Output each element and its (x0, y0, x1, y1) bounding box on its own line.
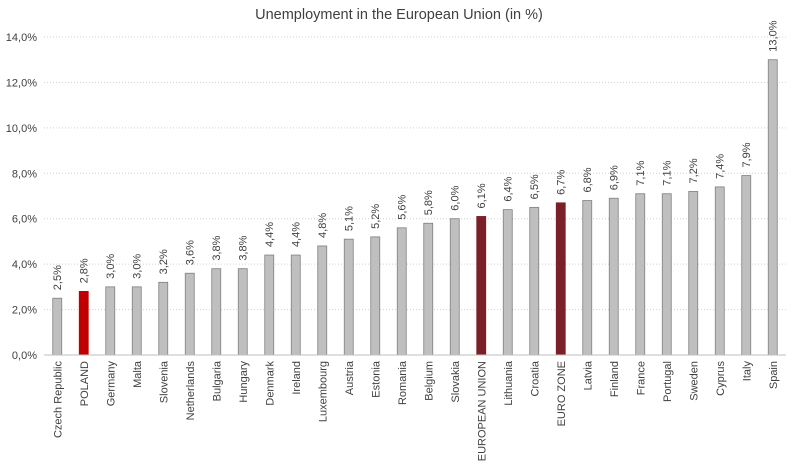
data-label: 4,4% (291, 222, 303, 247)
data-label: 3,0% (132, 254, 144, 279)
category-label: EURO ZONE (556, 361, 568, 426)
bar-luxembourg (317, 245, 328, 356)
category-label: Netherlands (185, 361, 197, 421)
data-label: 6,7% (556, 170, 568, 195)
bars (52, 59, 778, 356)
data-label: 5,8% (423, 190, 435, 215)
data-label: 5,6% (397, 195, 409, 220)
data-labels: 2,5% 2,8% 3,0% 3,0% 3,2% 3,6% 3,8% 3,8% 4,4% 4,4%… (52, 20, 780, 290)
data-label: 3,8% (211, 235, 223, 260)
data-label: 6,4% (503, 176, 515, 201)
category-labels: Czech Republic POLAND Germany Malta Slovenia… (52, 360, 780, 461)
data-label: 6,1% (476, 183, 488, 208)
data-label: 6,5% (529, 174, 541, 199)
bar-germany (105, 286, 116, 356)
data-label: 4,8% (317, 213, 329, 238)
data-label: 2,8% (79, 258, 91, 283)
category-label: Luxembourg (317, 361, 329, 422)
data-label: 6,8% (582, 167, 594, 192)
category-label: Germany (105, 361, 117, 407)
data-label: 2,5% (52, 265, 64, 290)
bar-sweden (688, 191, 699, 356)
category-label: Bulgaria (211, 360, 223, 401)
category-label: Hungary (238, 361, 250, 403)
bar-european-union (476, 216, 487, 356)
category-label: Denmark (264, 361, 276, 406)
data-label: 5,2% (370, 204, 382, 229)
y-tick-label: 4,0% (12, 259, 37, 271)
category-label: Cyprus (715, 361, 727, 396)
category-label: Latvia (582, 360, 594, 390)
bar-austria (343, 238, 354, 356)
bar-malta (131, 286, 142, 356)
data-label: 7,1% (662, 160, 674, 185)
data-label: 7,4% (715, 154, 727, 179)
y-axis-ticks: 0,0% 2,0% 4,0% 6,0% 8,0% 10,0% 12,0% 14,0% (6, 32, 37, 362)
category-label: Finland (609, 361, 621, 397)
gridlines (44, 36, 786, 311)
bar-euro-zone (555, 202, 566, 356)
category-label: Estonia (370, 360, 382, 398)
bar-france (635, 193, 646, 356)
category-label: Sweden (688, 361, 700, 401)
category-label: Ireland (291, 361, 303, 395)
bar-croatia (529, 206, 540, 356)
category-label: Italy (741, 361, 753, 382)
category-label: Croatia (529, 360, 541, 396)
category-label: Portugal (662, 361, 674, 402)
category-label: Slovenia (158, 360, 170, 403)
category-label: Malta (132, 360, 144, 388)
category-label: POLAND (79, 361, 91, 406)
y-tick-label: 0,0% (12, 350, 37, 362)
data-label: 4,4% (264, 222, 276, 247)
data-label: 6,0% (450, 185, 462, 210)
data-label: 6,9% (609, 165, 621, 190)
bar-denmark (264, 254, 275, 356)
bar-lithuania (502, 209, 513, 356)
y-tick-label: 12,0% (6, 77, 37, 89)
category-label: Belgium (423, 361, 435, 401)
bar-netherlands (184, 272, 195, 356)
bar-latvia (582, 200, 593, 356)
data-label: 3,8% (238, 235, 250, 260)
bar-poland (78, 290, 89, 356)
bar-finland (608, 197, 619, 356)
data-label: 13,0% (768, 20, 780, 51)
category-label: EUROPEAN UNION (476, 361, 488, 461)
bar-ireland (290, 254, 301, 356)
bar-czech-republic (52, 297, 63, 356)
bar-slovakia (449, 218, 460, 356)
chart-title: Unemployment in the European Union (in %… (255, 7, 543, 23)
y-tick-label: 6,0% (12, 214, 37, 226)
bar-italy (741, 175, 752, 356)
data-label: 5,1% (344, 206, 356, 231)
data-label: 7,1% (635, 160, 647, 185)
bar-hungary (237, 268, 248, 356)
data-label: 3,2% (158, 249, 170, 274)
bar-estonia (370, 236, 381, 356)
data-label: 3,6% (185, 240, 197, 265)
category-label: Romania (397, 360, 409, 405)
y-tick-label: 8,0% (12, 168, 37, 180)
bar-bulgaria (211, 268, 222, 356)
category-label: Austria (344, 360, 356, 395)
data-label: 7,9% (741, 142, 753, 167)
y-tick-label: 14,0% (6, 32, 37, 44)
data-label: 3,0% (105, 254, 117, 279)
y-tick-label: 10,0% (6, 123, 37, 135)
category-label: Spain (768, 361, 780, 389)
category-label: Slovakia (450, 360, 462, 402)
bar-belgium (423, 222, 434, 356)
y-tick-label: 2,0% (12, 305, 37, 317)
bar-romania (396, 227, 407, 356)
bar-cyprus (714, 186, 725, 356)
category-label: France (635, 361, 647, 395)
bar-portugal (661, 193, 672, 356)
data-label: 7,2% (688, 158, 700, 183)
bar-spain (767, 59, 778, 356)
bar-slovenia (158, 281, 169, 356)
category-label: Czech Republic (52, 361, 64, 439)
category-label: Lithuania (503, 360, 515, 406)
